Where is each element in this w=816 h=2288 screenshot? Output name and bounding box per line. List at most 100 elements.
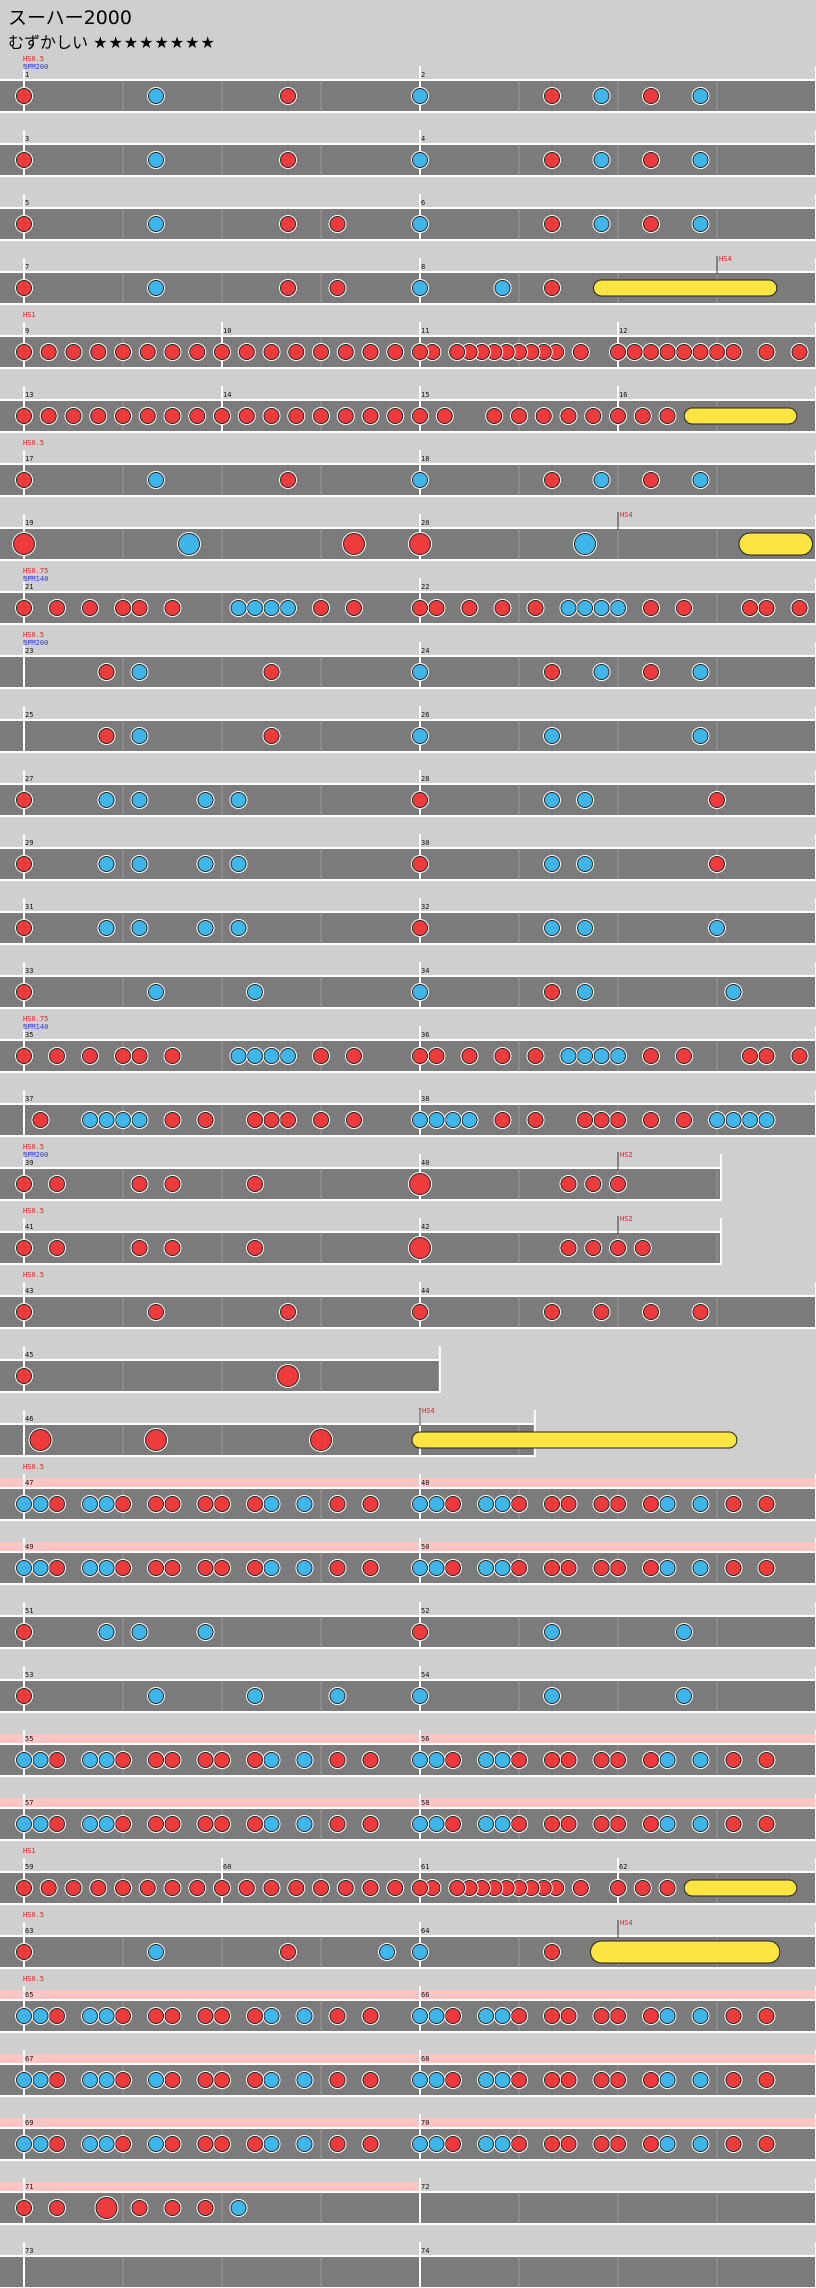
bar-number: 60	[223, 1863, 231, 1871]
don-note	[214, 2072, 230, 2088]
ka-note	[560, 600, 577, 616]
ka-note	[98, 2072, 115, 2088]
bar-number: 6	[421, 199, 425, 207]
don-note	[280, 1112, 296, 1128]
bar-number: 41	[25, 1223, 33, 1231]
hs-label: HS0.5	[23, 1207, 44, 1215]
don-note	[610, 1880, 626, 1896]
bar-number: 67	[25, 2055, 33, 2063]
don-note	[643, 664, 659, 680]
don-note	[49, 2008, 65, 2024]
don-note	[131, 600, 148, 616]
bar-number: 12	[619, 327, 627, 335]
ka-note	[82, 1816, 98, 1832]
don-note	[643, 1560, 659, 1576]
don-note	[445, 1560, 461, 1576]
don-note	[659, 408, 676, 424]
don-note	[238, 344, 255, 360]
don-note	[115, 2136, 131, 2152]
don-note	[758, 600, 775, 616]
don-note	[643, 88, 659, 104]
lane	[0, 785, 816, 815]
ka-note	[98, 792, 115, 808]
ka-note	[148, 984, 164, 1000]
don-note	[643, 1816, 659, 1832]
don-note	[247, 1176, 263, 1192]
ka-note	[148, 280, 164, 296]
don-note	[263, 1880, 280, 1896]
don-note	[115, 600, 131, 616]
ka-note	[577, 600, 593, 616]
don-note	[16, 2200, 32, 2216]
big-don-note	[409, 1237, 431, 1259]
don-note	[758, 1496, 775, 1512]
don-note	[346, 600, 362, 616]
drumroll-note	[683, 1879, 798, 1897]
bar-number: 66	[421, 1991, 429, 1999]
ka-note	[247, 600, 263, 616]
ka-note	[412, 2072, 428, 2088]
don-note	[329, 280, 346, 296]
don-note	[709, 344, 725, 360]
drumroll-note	[411, 1431, 738, 1449]
ka-note	[263, 1816, 280, 1832]
don-note	[329, 1496, 346, 1512]
ka-note	[32, 2136, 49, 2152]
don-note	[511, 1752, 527, 1768]
don-note	[791, 600, 808, 616]
don-note	[197, 1752, 214, 1768]
don-note	[725, 344, 742, 360]
ka-note	[32, 1752, 49, 1768]
bar-number: 32	[421, 903, 429, 911]
ka-note	[32, 2008, 49, 2024]
don-note	[16, 1624, 32, 1640]
bar-number: 70	[421, 2119, 429, 2127]
ka-note	[478, 2008, 494, 2024]
don-note	[692, 1304, 709, 1320]
bar-number: 5	[25, 199, 29, 207]
don-note	[280, 88, 296, 104]
don-note	[511, 2072, 527, 2088]
ka-note	[247, 1048, 263, 1064]
don-note	[263, 1112, 280, 1128]
bar-number: 63	[25, 1927, 33, 1935]
don-note	[164, 2072, 181, 2088]
lane	[0, 81, 816, 111]
don-note	[593, 1304, 610, 1320]
don-note	[387, 408, 404, 424]
bar-number: 43	[25, 1287, 33, 1295]
ka-note	[263, 2072, 280, 2088]
don-note	[758, 1752, 775, 1768]
don-note	[329, 2136, 346, 2152]
don-note	[494, 600, 511, 616]
don-note	[445, 2072, 461, 2088]
ka-note	[379, 1944, 395, 1960]
don-note	[362, 408, 379, 424]
don-note	[164, 1112, 181, 1128]
don-note	[16, 1240, 32, 1256]
don-note	[197, 2072, 214, 2088]
don-note	[511, 1560, 527, 1576]
don-note	[527, 1112, 544, 1128]
don-note	[131, 1048, 148, 1064]
don-note	[329, 1816, 346, 1832]
don-note	[643, 1112, 659, 1128]
don-note	[725, 1816, 742, 1832]
ka-note	[593, 1048, 610, 1064]
ka-note	[577, 984, 593, 1000]
bar-number: 37	[25, 1095, 33, 1103]
don-note	[643, 216, 659, 232]
bar-number: 39	[25, 1159, 33, 1167]
don-note	[148, 2008, 164, 2024]
don-note	[247, 1112, 263, 1128]
ka-note	[428, 1816, 445, 1832]
don-note	[634, 1240, 651, 1256]
drumroll-note	[683, 407, 798, 425]
don-note	[610, 408, 626, 424]
lane	[0, 401, 816, 431]
ka-note	[593, 600, 610, 616]
ka-note	[692, 2136, 709, 2152]
ka-note	[197, 856, 214, 872]
bar-number: 26	[421, 711, 429, 719]
don-note	[214, 1880, 230, 1896]
